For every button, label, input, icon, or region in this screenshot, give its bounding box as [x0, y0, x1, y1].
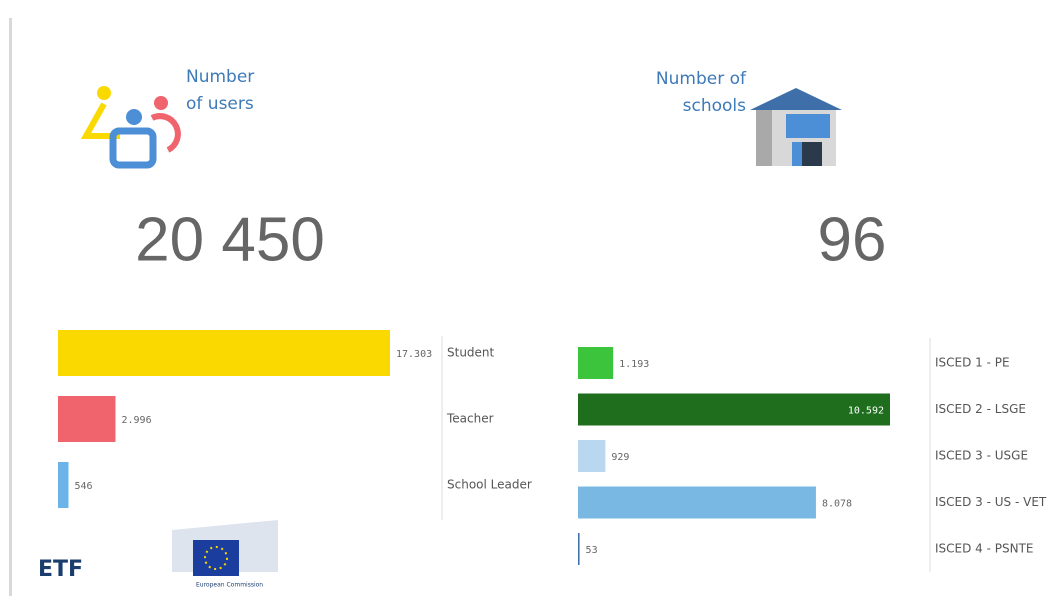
bar: [58, 330, 390, 376]
category-label: ISCED 3 - US - VET: [935, 495, 1047, 509]
users-title-1: Number: [186, 67, 254, 87]
bar: [578, 440, 606, 472]
school-icon: [750, 88, 842, 166]
value-label: 546: [74, 481, 92, 492]
category-label: ISCED 4 - PSNTE: [935, 542, 1034, 556]
bar: [578, 347, 614, 379]
eu-flag: [193, 540, 239, 576]
category-label: School Leader: [447, 478, 532, 492]
category-label: ISCED 2 - LSGE: [935, 402, 1026, 416]
value-label: 17.303: [396, 349, 432, 360]
value-label: 8.078: [822, 499, 852, 510]
bar: [58, 396, 116, 442]
left-border: [9, 18, 12, 596]
users-kpi: 20 450: [135, 205, 325, 274]
value-label: 1.193: [619, 359, 649, 370]
etf-logo: ETF: [38, 557, 83, 582]
bar: [58, 462, 69, 508]
value-label: 10.592: [848, 406, 884, 417]
bar: [578, 486, 816, 519]
schools-title-1: Number of: [656, 69, 747, 89]
schools-title-2: schools: [683, 96, 747, 116]
ec-logo-text: European Commission: [196, 582, 263, 589]
category-label: Teacher: [446, 412, 494, 426]
category-label: ISCED 3 - USGE: [935, 449, 1028, 463]
value-label: 929: [611, 452, 629, 463]
value-label: 2.996: [121, 415, 151, 426]
category-label: ISCED 1 - PE: [935, 356, 1010, 370]
category-label: Student: [447, 346, 495, 360]
bar: [578, 393, 890, 426]
bar: [578, 533, 580, 565]
users-title-2: of users: [186, 94, 254, 114]
schools-kpi: 96: [818, 205, 887, 274]
users-icon: [80, 86, 181, 169]
value-label: 53: [586, 545, 598, 556]
eu-stars: [204, 546, 228, 570]
